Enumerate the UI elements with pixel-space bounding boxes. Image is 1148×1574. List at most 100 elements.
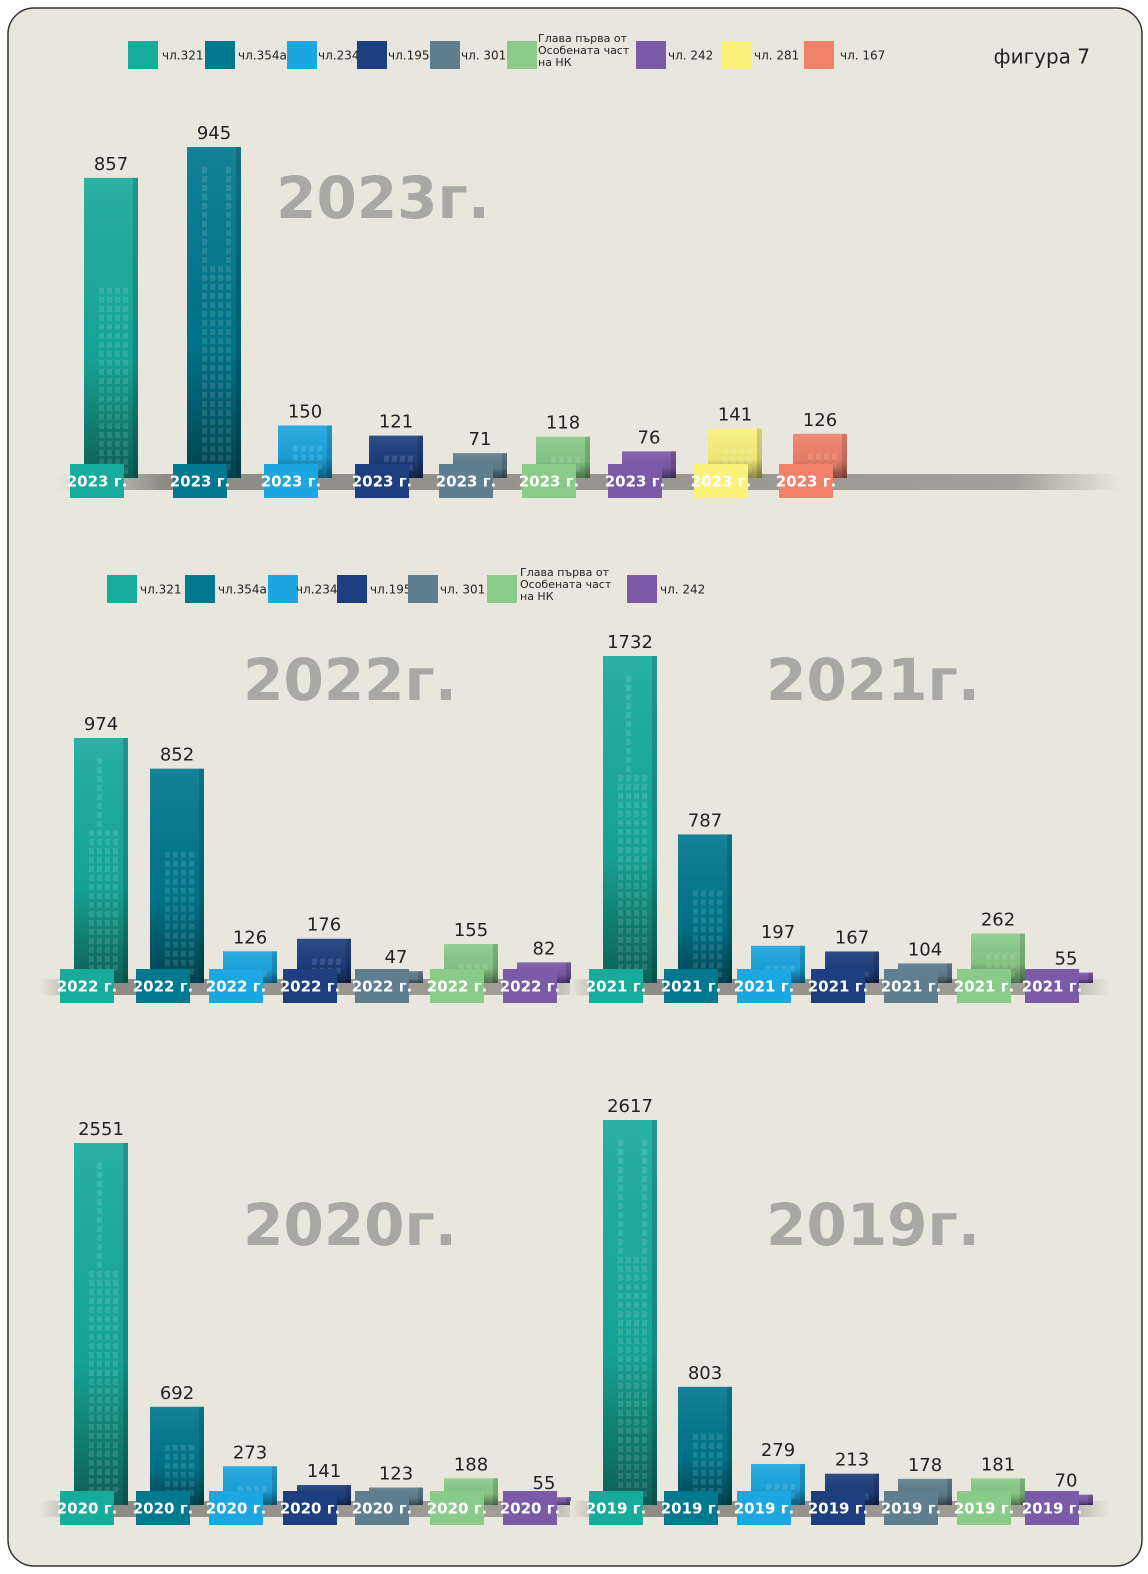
value-label: 70 bbox=[1055, 1471, 1078, 1492]
window bbox=[113, 947, 118, 953]
window bbox=[634, 1374, 639, 1380]
window bbox=[642, 1392, 647, 1398]
category-box bbox=[664, 969, 718, 1003]
window bbox=[89, 1478, 94, 1484]
window bbox=[626, 775, 631, 781]
window bbox=[575, 456, 580, 463]
category-label: 2021 г. bbox=[586, 978, 647, 996]
window bbox=[189, 941, 194, 948]
window bbox=[709, 962, 714, 969]
window bbox=[618, 1464, 623, 1470]
window bbox=[97, 1181, 102, 1187]
window bbox=[218, 329, 223, 335]
bar-side bbox=[671, 451, 676, 478]
legend-swatch bbox=[357, 41, 387, 69]
window bbox=[226, 419, 231, 425]
window bbox=[618, 1257, 623, 1263]
value-label: 279 bbox=[761, 1440, 795, 1461]
category-box bbox=[355, 969, 409, 1003]
window bbox=[97, 965, 102, 971]
window bbox=[189, 950, 194, 957]
window bbox=[105, 1469, 110, 1475]
window bbox=[254, 1486, 259, 1493]
window bbox=[618, 793, 623, 799]
window bbox=[626, 946, 631, 952]
window bbox=[626, 1446, 631, 1452]
window bbox=[202, 167, 207, 173]
window bbox=[202, 329, 207, 335]
window bbox=[97, 1388, 102, 1394]
window bbox=[551, 456, 556, 463]
window bbox=[113, 1442, 118, 1448]
window bbox=[97, 1271, 102, 1277]
window bbox=[173, 950, 178, 957]
category-box bbox=[283, 1491, 337, 1525]
window bbox=[115, 350, 120, 357]
window bbox=[701, 1442, 706, 1449]
window bbox=[642, 1491, 647, 1497]
bar-shade bbox=[74, 738, 128, 983]
window bbox=[634, 1275, 639, 1281]
legend-text: Глава първа от Особената част на НК bbox=[520, 567, 612, 603]
window bbox=[113, 1460, 118, 1466]
window bbox=[626, 829, 631, 835]
window bbox=[618, 838, 623, 844]
window bbox=[105, 911, 110, 917]
window bbox=[105, 839, 110, 845]
window bbox=[693, 1442, 698, 1449]
window bbox=[210, 365, 215, 371]
window bbox=[626, 685, 631, 691]
window bbox=[105, 965, 110, 971]
window bbox=[618, 1284, 623, 1290]
window bbox=[99, 305, 104, 312]
window bbox=[115, 431, 120, 438]
window bbox=[618, 1392, 623, 1398]
window bbox=[642, 1266, 647, 1272]
window bbox=[226, 383, 231, 389]
window bbox=[701, 1451, 706, 1458]
window bbox=[618, 1428, 623, 1434]
window bbox=[618, 865, 623, 871]
category-box bbox=[884, 1491, 938, 1525]
window bbox=[202, 419, 207, 425]
category-box bbox=[1025, 969, 1079, 1003]
window bbox=[618, 775, 623, 781]
window bbox=[693, 917, 698, 924]
window bbox=[189, 932, 194, 939]
window bbox=[89, 1487, 94, 1493]
window bbox=[115, 440, 120, 447]
window bbox=[701, 944, 706, 951]
bar-side bbox=[800, 1463, 805, 1505]
category-label: 2023 г. bbox=[261, 473, 322, 491]
value-label: 178 bbox=[908, 1455, 942, 1476]
window bbox=[113, 848, 118, 854]
value-label: 181 bbox=[981, 1454, 1015, 1475]
value-label: 803 bbox=[688, 1363, 722, 1384]
legend-label: чл.321 bbox=[162, 49, 203, 63]
window bbox=[642, 874, 647, 880]
window bbox=[105, 848, 110, 854]
window bbox=[107, 395, 112, 402]
panel-title: 2020г. bbox=[243, 1191, 457, 1259]
window bbox=[97, 848, 102, 854]
window bbox=[107, 314, 112, 321]
value-label: 167 bbox=[835, 927, 869, 948]
window bbox=[626, 676, 631, 682]
window bbox=[97, 1316, 102, 1322]
window bbox=[693, 1460, 698, 1467]
bar-side bbox=[947, 963, 952, 983]
window bbox=[717, 1469, 722, 1476]
panel bbox=[7, 7, 1143, 1567]
window bbox=[97, 929, 102, 935]
window bbox=[89, 1397, 94, 1403]
window bbox=[89, 839, 94, 845]
window bbox=[113, 1307, 118, 1313]
window bbox=[626, 1455, 631, 1461]
window bbox=[89, 1316, 94, 1322]
category-label: 2019 г. bbox=[734, 1500, 795, 1518]
category-box bbox=[60, 1491, 114, 1525]
window bbox=[634, 775, 639, 781]
window bbox=[99, 386, 104, 393]
window bbox=[99, 341, 104, 348]
window bbox=[634, 1410, 639, 1416]
